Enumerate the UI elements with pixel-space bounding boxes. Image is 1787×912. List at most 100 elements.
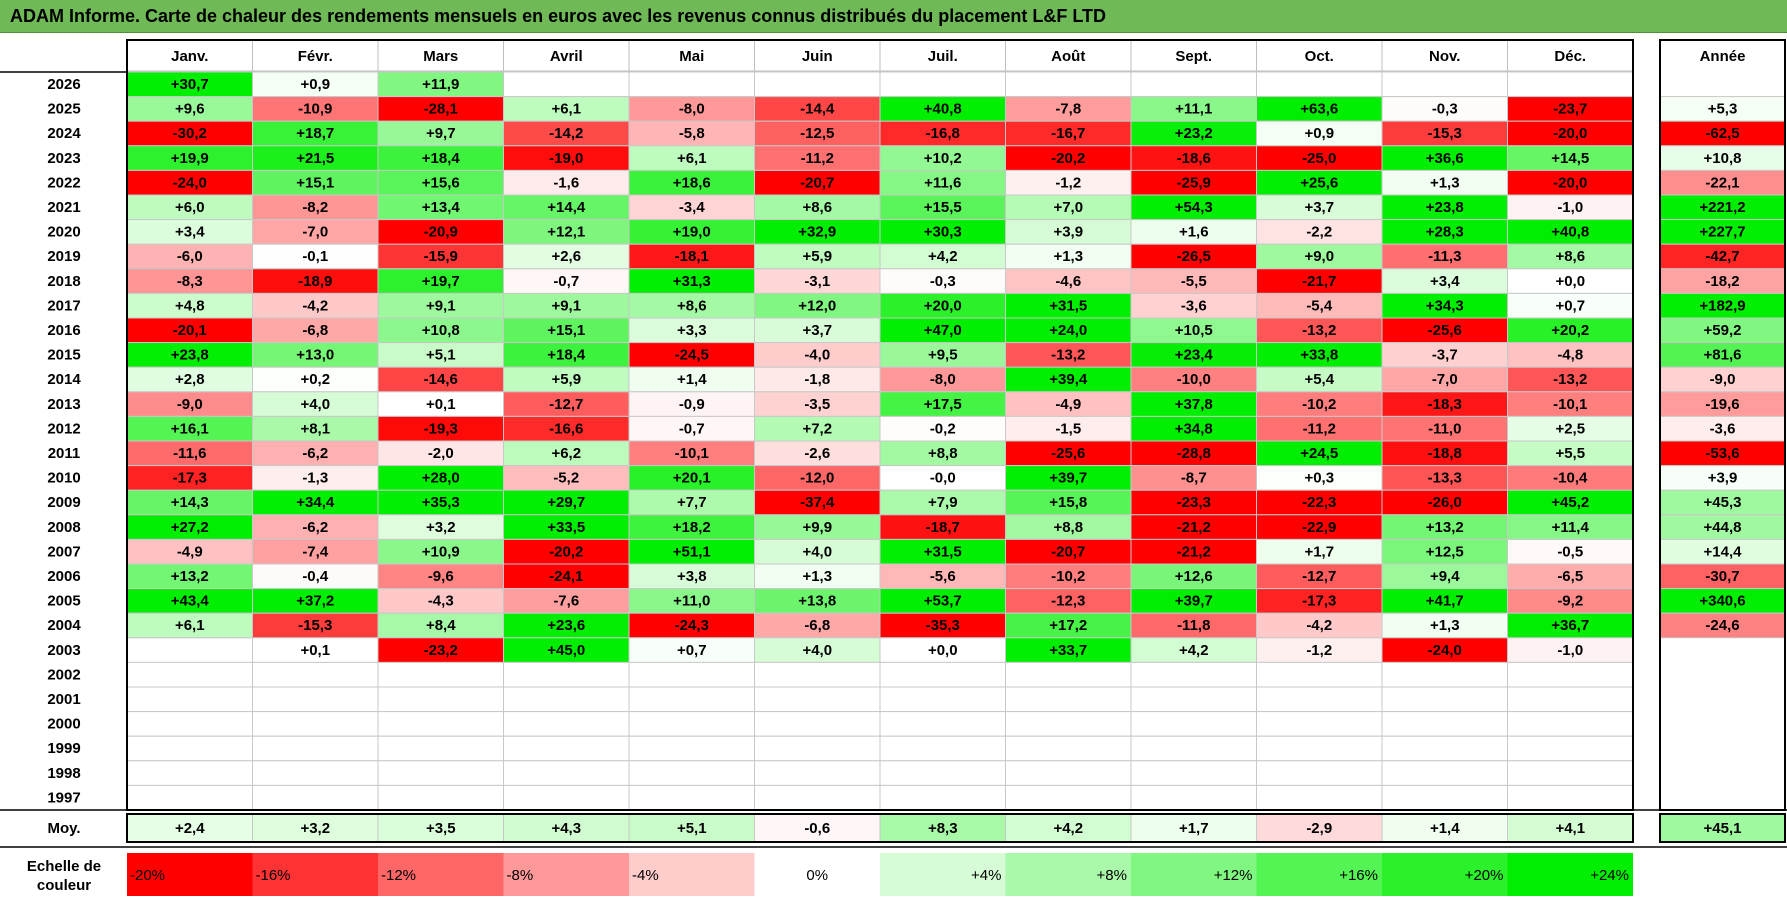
year-label: 2006 (47, 568, 80, 585)
cell-value: +0,7 (677, 642, 707, 659)
annual-cell (1659, 317, 1786, 344)
cell-value: -25,6 (1428, 322, 1462, 339)
month-header-4: Mai (679, 48, 704, 65)
cell-value: +15,5 (924, 199, 962, 216)
heatmap-cell (1005, 342, 1132, 368)
year-label: 2018 (47, 273, 80, 290)
heatmap-cell (1507, 194, 1634, 221)
heatmap-cell (879, 465, 1006, 491)
average-value: +3,2 (300, 820, 330, 837)
heatmap-cell (1005, 661, 1132, 688)
cell-value: -5,5 (1181, 273, 1207, 290)
cell-value: -4,9 (1055, 396, 1081, 413)
heatmap-cell (1005, 268, 1132, 294)
cell-value: +18,4 (422, 150, 461, 167)
cell-value: -22,9 (1302, 519, 1336, 536)
scale-label: +24% (1590, 867, 1629, 884)
cell-value: +3,4 (1430, 273, 1460, 290)
cell-value: +43,4 (171, 593, 210, 610)
heatmap-cell (879, 489, 1006, 516)
year-label: 2005 (47, 593, 80, 610)
heatmap-cell (1256, 120, 1383, 147)
heatmap-cell (503, 489, 630, 516)
heatmap-cell (1130, 784, 1257, 811)
cell-value: +3,8 (677, 568, 707, 585)
heatmap-cell (1381, 120, 1508, 147)
heatmap-cell (377, 661, 504, 688)
chart-title: ADAM Informe. Carte de chaleur des rende… (0, 0, 1787, 33)
cell-value: -25,0 (1302, 150, 1336, 167)
cell-value: -1,8 (804, 371, 830, 388)
heatmap-cell (126, 784, 253, 811)
annual-value: +59,2 (1704, 322, 1742, 339)
cell-value: -20,9 (424, 224, 458, 241)
cell-value: +1,3 (1430, 174, 1460, 191)
heatmap-cell (628, 465, 755, 491)
cell-value: +30,3 (924, 224, 962, 241)
scale-swatch (1005, 853, 1131, 896)
scale-label: -12% (381, 867, 416, 884)
heatmap-cell (1381, 711, 1508, 737)
heatmap-cell (377, 169, 504, 196)
cell-value: -6,2 (302, 445, 328, 462)
heatmap-cell (126, 538, 253, 565)
average-value: -2,9 (1306, 820, 1332, 837)
heatmap-cell (879, 194, 1006, 221)
cell-value: +12,6 (1175, 568, 1213, 585)
cell-value: +1,7 (1304, 543, 1334, 560)
cell-value: -12,7 (1302, 568, 1336, 585)
cell-value: -26,5 (1177, 248, 1211, 265)
heatmap-cell (879, 219, 1006, 245)
heatmap-cell (879, 563, 1006, 590)
heatmap-cell (1507, 169, 1634, 196)
cell-value: -11,8 (1177, 617, 1210, 634)
cell-value: +5,4 (1304, 371, 1334, 388)
cell-value: -4,2 (1306, 617, 1332, 634)
cell-value: +11,6 (924, 174, 961, 191)
cell-value: -25,6 (1051, 445, 1085, 462)
heatmap-cell (754, 711, 881, 737)
cell-value: -5,8 (679, 125, 705, 142)
month-header-6: Juil. (928, 48, 958, 65)
heatmap-cell (126, 489, 253, 516)
cell-value: +54,3 (1175, 199, 1213, 216)
cell-value: +10,8 (422, 322, 460, 339)
cell-value: +9,5 (928, 347, 958, 364)
month-header-cell (126, 39, 253, 72)
cell-value: -1,6 (553, 174, 579, 191)
heatmap-cell (1381, 760, 1508, 786)
cell-value: +12,0 (798, 297, 836, 314)
heatmap-cell (1507, 120, 1634, 147)
cell-value: -23,2 (424, 642, 458, 659)
month-header-8: Sept. (1175, 48, 1212, 65)
cell-value: +10,5 (1175, 322, 1213, 339)
annual-value: -24,6 (1705, 617, 1739, 634)
heatmap-cell (126, 342, 253, 368)
heatmap-cell (1507, 760, 1634, 786)
annual-cell (1659, 514, 1786, 540)
month-header-10: Nov. (1429, 48, 1460, 65)
year-label: 2021 (47, 199, 80, 216)
heatmap-cell (1130, 391, 1257, 417)
heatmap-cell (126, 514, 253, 540)
month-header-7: Août (1051, 48, 1085, 65)
cell-value: +9,6 (175, 101, 205, 118)
heatmap-cell (503, 415, 630, 442)
cell-value: -19,3 (424, 420, 458, 437)
cell-value: +0,3 (1304, 470, 1334, 487)
cell-value: +31,3 (673, 273, 711, 290)
heatmap-cell (1005, 711, 1132, 737)
heatmap-cell (126, 760, 253, 786)
heatmap-cell (377, 711, 504, 737)
heatmap-cell (1256, 711, 1383, 737)
annual-value: +3,9 (1708, 470, 1738, 487)
cell-value: -5,6 (930, 568, 956, 585)
cell-value: +9,4 (1430, 568, 1460, 585)
heatmap-cell (503, 317, 630, 344)
heatmap-cell (1507, 588, 1634, 614)
heatmap-cell (1130, 243, 1257, 270)
heatmap-cell (628, 760, 755, 786)
heatmap-cell (628, 145, 755, 171)
heatmap-cell (754, 661, 881, 688)
